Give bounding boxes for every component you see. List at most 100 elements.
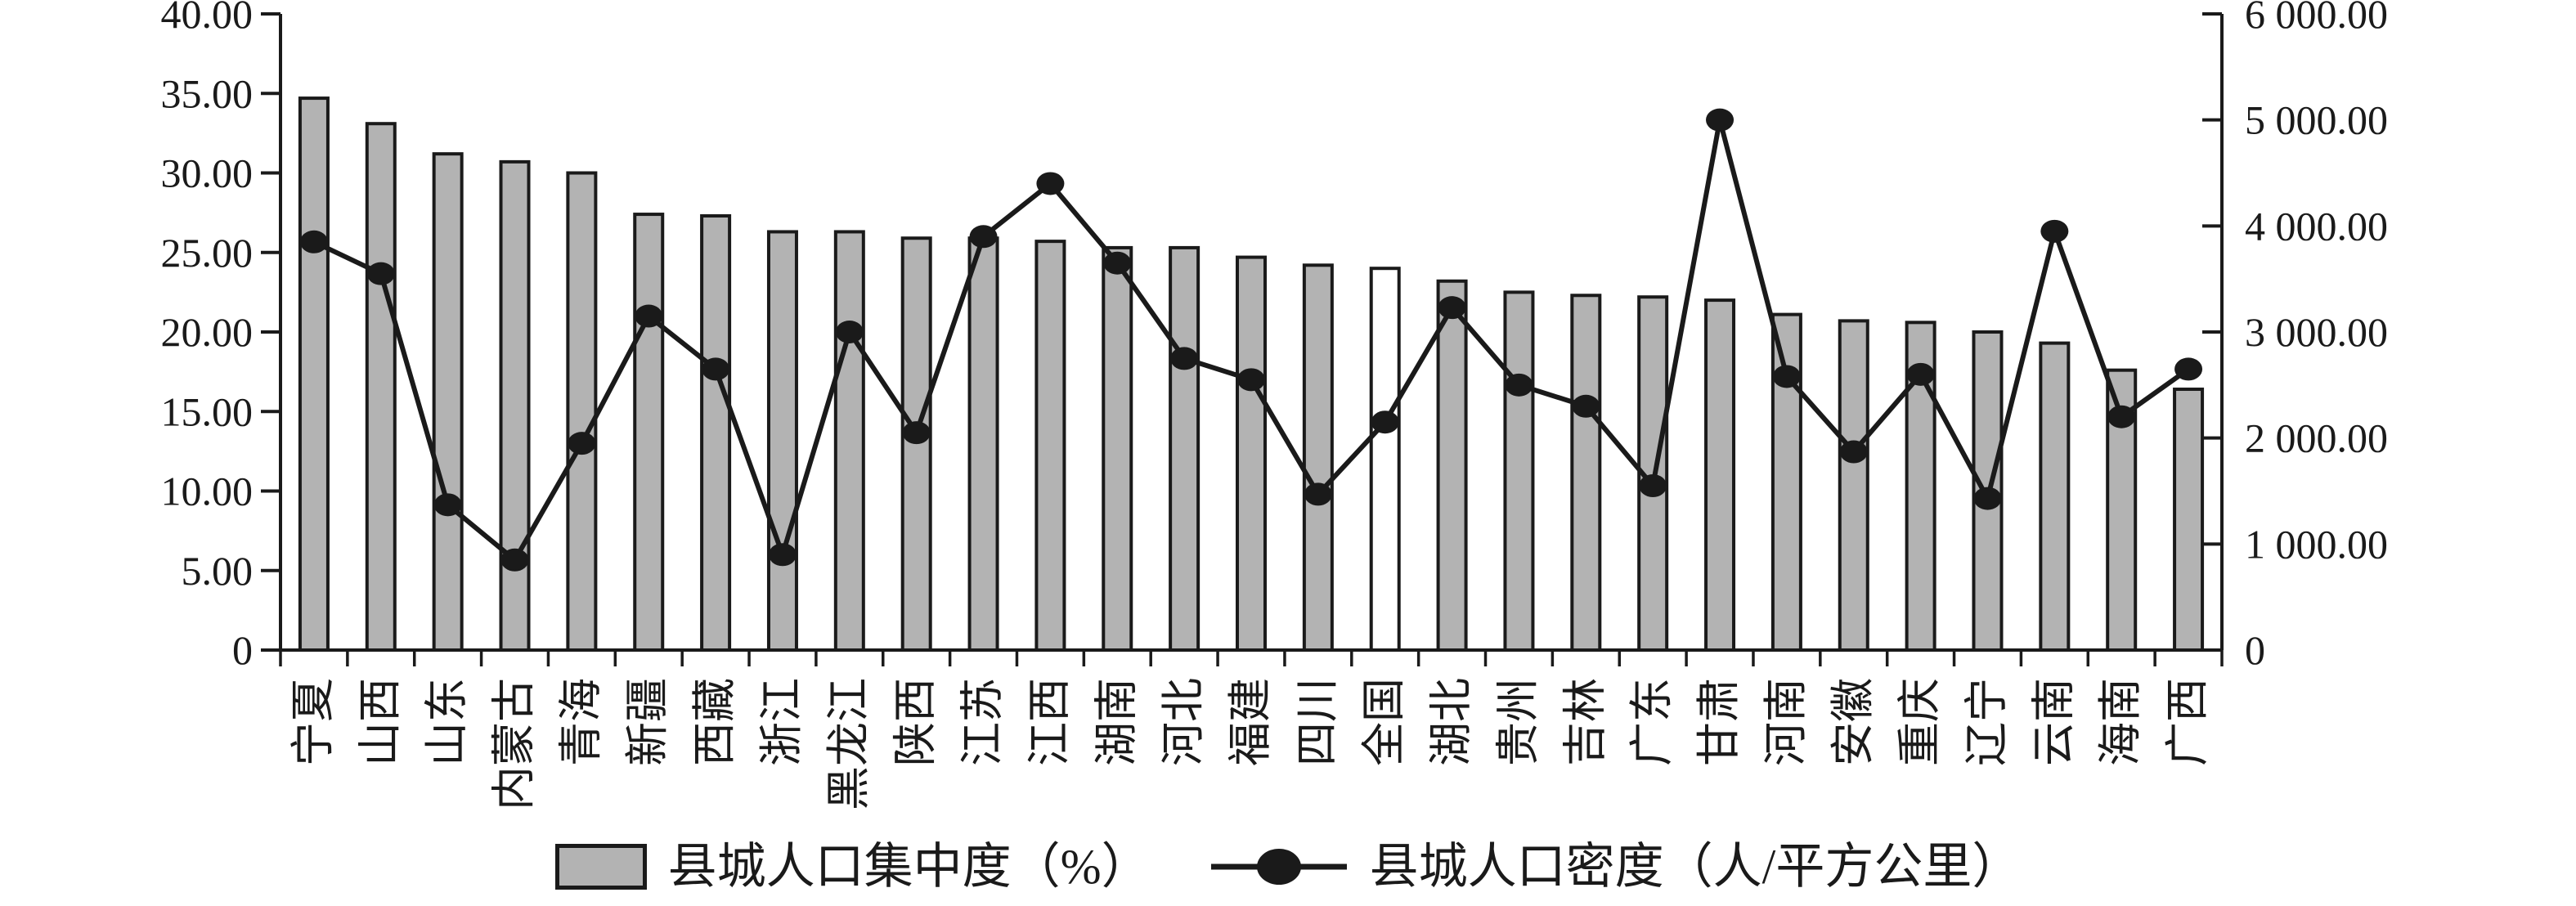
- bar-浙江: [766, 230, 798, 652]
- dot-湖北: [1438, 296, 1466, 320]
- left-axis-tick-label: 30.00: [161, 150, 254, 196]
- x-axis-label-陕西: 陕西: [891, 678, 940, 766]
- x-axis-label-青海: 青海: [556, 678, 605, 766]
- x-axis-label-新疆: 新疆: [623, 678, 672, 766]
- dot-四川: [1304, 482, 1332, 506]
- bar-江苏: [967, 236, 999, 652]
- left-axis-tick-label: 15.00: [161, 388, 254, 434]
- bar-广西: [2173, 388, 2205, 652]
- x-axis-label-重庆: 重庆: [1896, 678, 1945, 766]
- legend-item-bar-series: 县城人口集中度（%）: [554, 840, 1151, 894]
- right-axis-tick-label: 0: [2245, 627, 2265, 673]
- dot-河北: [1170, 347, 1199, 370]
- bar-series-swatch-icon: [554, 844, 647, 890]
- x-axis-label-湖南: 湖南: [1092, 678, 1141, 766]
- dot-贵州: [1505, 373, 1533, 397]
- x-axis-label-广西: 广西: [2163, 678, 2212, 766]
- x-axis-label-云南: 云南: [2029, 678, 2078, 766]
- left-axis-tick-label: 20.00: [161, 309, 254, 355]
- bar-吉林: [1570, 294, 1602, 652]
- dot-西藏: [702, 357, 730, 381]
- x-axis-label-山东: 山东: [423, 678, 472, 766]
- bar-内蒙古: [499, 159, 531, 652]
- dot-重庆: [1906, 362, 1935, 386]
- x-axis-label-贵州: 贵州: [1493, 678, 1542, 766]
- dot-江苏: [969, 225, 998, 249]
- x-axis-label-山西: 山西: [356, 678, 405, 766]
- bar-河北: [1169, 245, 1200, 652]
- bar-四川: [1302, 263, 1334, 652]
- bar-青海: [566, 171, 598, 652]
- bar-河南: [1770, 312, 1802, 652]
- dot-陕西: [902, 421, 931, 445]
- bar-甘肃: [1704, 298, 1736, 652]
- x-axis-label-西藏: 西藏: [690, 678, 739, 766]
- dot-内蒙古: [500, 548, 529, 572]
- bar-山西: [365, 122, 397, 652]
- dot-青海: [568, 432, 596, 455]
- left-axis-tick-label: 5.00: [182, 548, 254, 594]
- x-axis-label-吉林: 吉林: [1560, 678, 1609, 766]
- right-axis-tick-label: 4 000.00: [2245, 203, 2388, 249]
- x-axis-label-河南: 河南: [1761, 678, 1811, 766]
- dot-江西: [1036, 172, 1065, 195]
- dot-海南: [2107, 405, 2136, 428]
- bar-黑龙江: [833, 230, 865, 652]
- x-axis-label-浙江: 浙江: [757, 678, 806, 766]
- bar-安徽: [1838, 319, 1869, 652]
- x-axis-label-河北: 河北: [1159, 678, 1208, 766]
- bar-新疆: [633, 213, 665, 652]
- dot-湖南: [1103, 251, 1132, 275]
- dot-山东: [433, 493, 462, 517]
- bar-西藏: [700, 214, 732, 652]
- x-axis-label-广东: 广东: [1627, 678, 1676, 766]
- bar-江西: [1034, 240, 1066, 652]
- dot-黑龙江: [835, 321, 864, 343]
- x-axis-label-甘肃: 甘肃: [1694, 678, 1744, 766]
- x-axis-label-四川: 四川: [1293, 678, 1342, 766]
- x-axis-label-湖北: 湖北: [1427, 678, 1476, 766]
- x-axis-label-安徽: 安徽: [1829, 678, 1878, 766]
- dot-浙江: [768, 543, 797, 567]
- left-axis-tick-label: 25.00: [161, 230, 254, 276]
- right-axis-tick-label: 3 000.00: [2245, 309, 2388, 355]
- dot-全国: [1371, 410, 1399, 434]
- chart-legend: 县城人口集中度（%） 县城人口密度（人/平方公里）: [0, 828, 2576, 906]
- dot-河南: [1772, 365, 1801, 388]
- dot-甘肃: [1706, 108, 1735, 132]
- right-axis-tick-label: 6 000.00: [2245, 0, 2388, 37]
- dot-广西: [2174, 357, 2203, 381]
- dot-安徽: [1839, 440, 1868, 464]
- x-axis-label-宁夏: 宁夏: [289, 678, 338, 766]
- bar-贵州: [1503, 290, 1535, 652]
- left-axis-tick-label: 10.00: [161, 469, 254, 514]
- bar-湖北: [1436, 279, 1468, 652]
- bar-福建: [1236, 255, 1267, 652]
- bar-山东: [432, 152, 464, 653]
- dot-山西: [366, 262, 395, 285]
- left-axis-tick-label: 0: [232, 627, 253, 673]
- x-axis-label-江西: 江西: [1025, 678, 1074, 766]
- dot-吉林: [1572, 394, 1600, 418]
- right-axis-tick-label: 5 000.00: [2245, 97, 2388, 143]
- dot-云南: [2040, 219, 2069, 243]
- x-axis-label-全国: 全国: [1360, 678, 1409, 766]
- bar-湖南: [1102, 245, 1133, 652]
- line-series-marker-icon: [1210, 849, 1347, 885]
- dot-宁夏: [299, 230, 328, 253]
- bar-云南: [2039, 341, 2071, 652]
- line-series-label: 县城人口密度（人/平方公里）: [1369, 840, 2022, 894]
- x-axis-label-江苏: 江苏: [958, 678, 1008, 766]
- dot-广东: [1639, 474, 1667, 498]
- legend-item-line-series: 县城人口密度（人/平方公里）: [1209, 838, 2022, 895]
- bar-宁夏: [298, 96, 330, 652]
- right-axis-tick-label: 2 000.00: [2245, 415, 2388, 461]
- bar-全国: [1369, 267, 1401, 652]
- x-axis-label-黑龙江: 黑龙江: [824, 678, 873, 810]
- x-axis-label-内蒙古: 内蒙古: [490, 678, 539, 810]
- x-axis-label-海南: 海南: [2096, 678, 2145, 766]
- bar-series-label: 县城人口集中度（%）: [667, 840, 1151, 894]
- dot-福建: [1237, 368, 1265, 392]
